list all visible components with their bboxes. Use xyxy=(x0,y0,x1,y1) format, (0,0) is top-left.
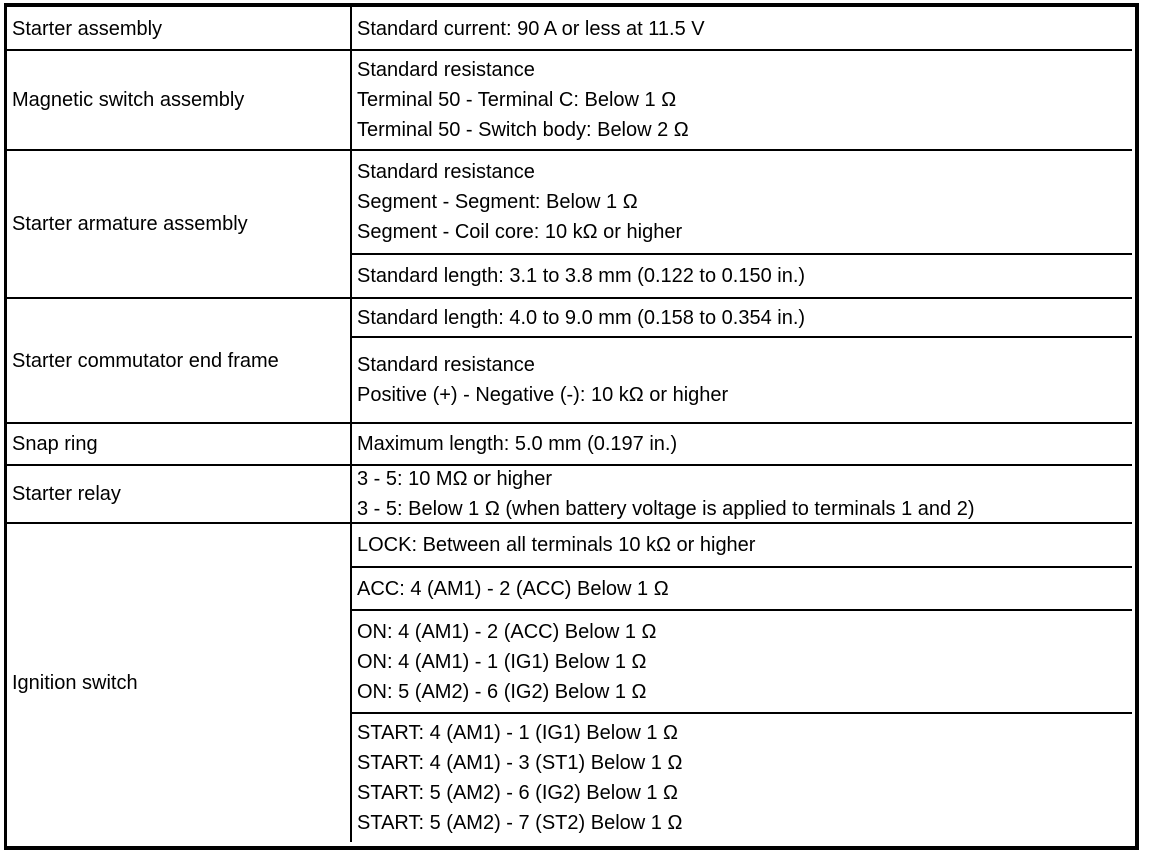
spec-line: Standard resistance xyxy=(357,354,535,376)
spec-line: Maximum length: 5.0 mm (0.197 in.) xyxy=(357,433,678,455)
spec-cell: ON: 4 (AM1) - 2 (ACC) Below 1 Ω ON: 4 (AM… xyxy=(352,610,1132,713)
spec-line: Standard length: 3.1 to 3.8 mm (0.122 to… xyxy=(357,265,806,287)
spec-line: ON: 5 (AM2) - 6 (IG2) Below 1 Ω xyxy=(357,680,647,703)
column-divider xyxy=(350,7,352,842)
spec-cell: ACC: 4 (AM1) - 2 (ACC) Below 1 Ω xyxy=(352,567,1132,610)
spec-line: Positive (+) - Negative (-): 10 kΩ or hi… xyxy=(357,384,729,406)
component-name: Magnetic switch assembly xyxy=(12,89,245,111)
component-cell: Magnetic switch assembly xyxy=(7,50,350,150)
sub-row-divider xyxy=(352,566,1132,568)
spec-cell: Standard resistance Segment - Segment: Be… xyxy=(352,150,1132,254)
spec-line: ON: 4 (AM1) - 1 (IG1) Below 1 Ω xyxy=(357,650,647,673)
component-name: Starter relay xyxy=(12,483,121,505)
component-name: Starter assembly xyxy=(12,17,163,40)
component-name: Ignition switch xyxy=(12,671,138,694)
spec-line: ON: 4 (AM1) - 2 (ACC) Below 1 Ω xyxy=(357,620,657,643)
spec-line: START: 5 (AM2) - 7 (ST2) Below 1 Ω xyxy=(357,811,683,834)
component-cell: Starter assembly xyxy=(7,7,350,50)
row-divider xyxy=(7,522,1132,524)
spec-cell: START: 4 (AM1) - 1 (IG1) Below 1 Ω START:… xyxy=(352,713,1132,842)
sub-row-divider xyxy=(352,336,1132,338)
spec-line: Standard resistance xyxy=(357,161,535,183)
spec-line: Standard length: 4.0 to 9.0 mm (0.158 to… xyxy=(357,306,806,329)
spec-cell: Standard resistance Terminal 50 - Termina… xyxy=(352,50,1132,150)
sub-row-divider xyxy=(352,712,1132,714)
spec-line: 3 - 5: Below 1 Ω (when battery voltage i… xyxy=(357,498,975,520)
spec-cell: Standard current: 90 A or less at 11.5 V xyxy=(352,7,1132,50)
row-divider xyxy=(7,422,1132,424)
spec-line: Terminal 50 - Switch body: Below 2 Ω xyxy=(357,119,689,141)
spec-cell: Maximum length: 5.0 mm (0.197 in.) xyxy=(352,423,1132,465)
component-cell: Starter commutator end frame xyxy=(7,298,350,423)
spec-cell: LOCK: Between all terminals 10 kΩ or hig… xyxy=(352,523,1132,567)
component-cell: Snap ring xyxy=(7,423,350,465)
sub-row-divider xyxy=(352,609,1132,611)
component-name: Snap ring xyxy=(12,433,98,455)
spec-line: Standard current: 90 A or less at 11.5 V xyxy=(357,17,705,40)
sub-row-divider xyxy=(352,253,1132,255)
component-cell: Starter armature assembly xyxy=(7,150,350,298)
spec-cell: Standard length: 3.1 to 3.8 mm (0.122 to… xyxy=(352,254,1132,298)
component-cell: Starter relay xyxy=(7,465,350,523)
spec-line: Terminal 50 - Terminal C: Below 1 Ω xyxy=(357,89,677,111)
row-divider xyxy=(7,464,1132,466)
spec-cell: Standard resistance Positive (+) - Negati… xyxy=(352,337,1132,423)
spec-line: Standard resistance xyxy=(357,59,535,81)
spec-cell: 3 - 5: 10 MΩ or higher 3 - 5: Below 1 Ω (… xyxy=(352,465,1132,523)
component-cell: Ignition switch xyxy=(7,523,350,842)
component-name: Starter commutator end frame xyxy=(12,349,279,372)
row-divider xyxy=(7,149,1132,151)
row-divider xyxy=(7,297,1132,299)
spec-line: ACC: 4 (AM1) - 2 (ACC) Below 1 Ω xyxy=(357,577,669,600)
spec-line: Segment - Segment: Below 1 Ω xyxy=(357,191,638,213)
row-divider xyxy=(7,49,1132,51)
spec-cell: Standard length: 4.0 to 9.0 mm (0.158 to… xyxy=(352,298,1132,337)
spec-line: LOCK: Between all terminals 10 kΩ or hig… xyxy=(357,534,756,556)
specification-table: Starter assembly Standard current: 90 A o… xyxy=(4,3,1139,850)
spec-line: START: 4 (AM1) - 3 (ST1) Below 1 Ω xyxy=(357,751,683,774)
component-name: Starter armature assembly xyxy=(12,213,248,235)
spec-line: 3 - 5: 10 MΩ or higher xyxy=(357,468,553,490)
spec-line: START: 5 (AM2) - 6 (IG2) Below 1 Ω xyxy=(357,781,678,804)
spec-line: Segment - Coil core: 10 kΩ or higher xyxy=(357,221,683,243)
spec-line: START: 4 (AM1) - 1 (IG1) Below 1 Ω xyxy=(357,721,678,744)
